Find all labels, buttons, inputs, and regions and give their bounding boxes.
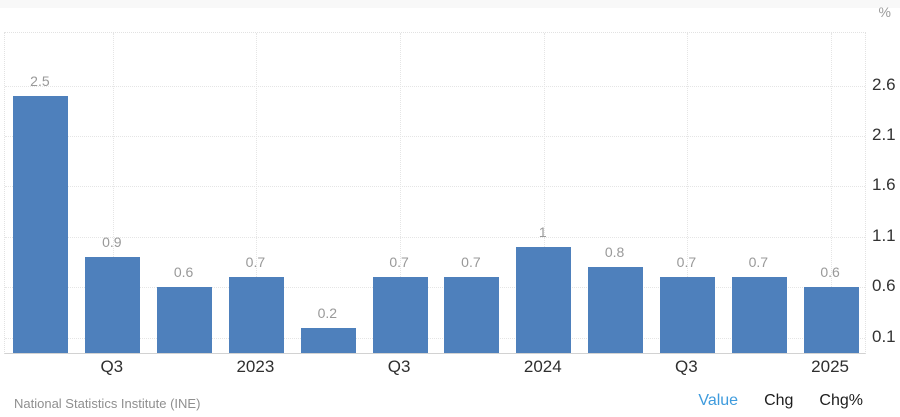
x-axis-tick-label: Q3: [675, 357, 698, 376]
legend-chg[interactable]: Chg: [764, 392, 794, 409]
bar-value-label: 0.7: [676, 254, 697, 271]
y-axis-tick-label: 0.6: [872, 276, 896, 296]
bar-value-label: 0.9: [102, 234, 122, 251]
bar-value-label: 0.6: [173, 264, 194, 281]
x-axis-tick-label: Q3: [387, 357, 411, 376]
bar[interactable]: [444, 277, 500, 353]
y-axis-tick-label: 1.6: [872, 175, 896, 195]
bar-value-label: 0.7: [461, 254, 481, 271]
x-axis-tick-label: Q3: [100, 357, 124, 376]
bar[interactable]: [157, 287, 213, 353]
bar[interactable]: [372, 277, 428, 353]
source-link[interactable]: National Statistics Institute (INE): [14, 396, 201, 411]
legend-chgpct[interactable]: Chg%: [819, 392, 863, 409]
gridline-vertical: [831, 33, 833, 353]
bar[interactable]: [803, 287, 859, 353]
gridline-horizontal: [5, 287, 865, 289]
gridline-horizontal: [5, 186, 865, 188]
x-axis-tick-label: 2024: [523, 357, 562, 376]
bar[interactable]: [300, 327, 356, 353]
legend-value[interactable]: Value: [698, 392, 739, 409]
gridline-vertical: [543, 33, 545, 353]
gridline-horizontal: [5, 85, 865, 87]
gridline-vertical: [687, 33, 689, 353]
bar-value-label: 0.2: [317, 304, 338, 321]
bar-value-label: 0.7: [245, 254, 266, 271]
bar[interactable]: [516, 247, 572, 353]
bar[interactable]: [588, 267, 644, 353]
bar-value-label: 0.7: [748, 254, 769, 271]
gridline-vertical: [112, 33, 114, 353]
bar[interactable]: [13, 95, 69, 353]
bar[interactable]: [228, 277, 284, 353]
gridline-vertical: [400, 33, 402, 353]
y-axis-tick-label: 2.6: [872, 74, 896, 94]
bar-value-label: 0.7: [389, 254, 409, 271]
y-axis-tick-label: 2.1: [872, 125, 896, 144]
plot-area: [4, 32, 866, 354]
gridline-horizontal: [5, 337, 865, 339]
top-divider: [0, 0, 900, 8]
bar-value-label: 0.8: [604, 244, 625, 261]
gridline-vertical: [256, 33, 258, 353]
bar[interactable]: [731, 277, 787, 353]
bar-value-label: 0.6: [820, 264, 840, 281]
gridline-horizontal: [5, 236, 865, 238]
y-axis-tick-label: 1.1: [872, 225, 896, 245]
bar[interactable]: [85, 257, 141, 353]
bar[interactable]: [659, 277, 715, 353]
x-axis-tick-label: 2023: [236, 357, 275, 376]
bar-value-label: 1: [538, 224, 547, 240]
y-axis-tick-label: 0.1: [872, 326, 896, 346]
x-axis-tick-label: 2025: [811, 357, 849, 376]
bar-value-label: 2.5: [30, 72, 50, 89]
y-axis-unit-label: %: [878, 4, 891, 20]
legend-bar: Value Chg Chg%: [698, 392, 863, 410]
gridline-horizontal: [5, 136, 865, 137]
